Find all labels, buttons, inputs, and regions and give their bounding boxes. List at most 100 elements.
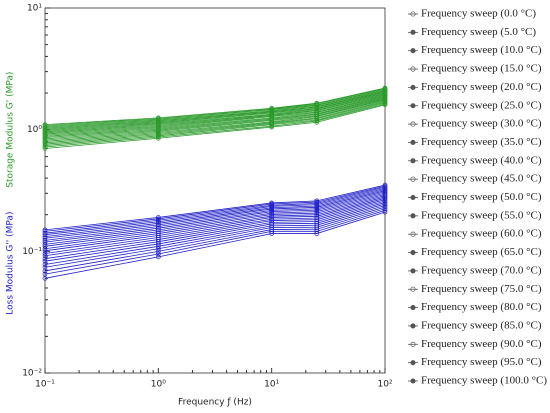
loss-line <box>44 184 386 231</box>
legend-symbol <box>410 121 416 127</box>
legend-symbol <box>410 213 416 219</box>
data-point <box>155 251 161 257</box>
data-point <box>42 230 48 236</box>
loss-line <box>44 189 386 238</box>
loss-line <box>44 188 386 236</box>
data-point <box>42 232 48 238</box>
loss-line <box>44 195 386 247</box>
storage-line <box>44 87 386 126</box>
legend-symbol <box>410 250 416 256</box>
legend-symbol <box>410 29 416 35</box>
legend-label: Frequency sweep (85.0 °C) <box>421 319 542 331</box>
data-point <box>382 203 388 208</box>
legend-symbol <box>410 11 416 17</box>
x-tick-label: 10⁰ <box>151 380 166 390</box>
legend-label: Frequency sweep (30.0 °C) <box>421 118 542 130</box>
legend-label: Frequency sweep (45.0 °C) <box>421 173 542 185</box>
legend-label: Frequency sweep (100.0 °C) <box>421 375 547 387</box>
data-point <box>155 243 161 249</box>
x-tick-label: 10⁻¹ <box>35 380 55 390</box>
loss-line <box>44 185 386 232</box>
legend-label: Frequency sweep (70.0 °C) <box>421 264 542 276</box>
legend-label: Frequency sweep (0.0 °C) <box>421 8 536 20</box>
loss-line <box>44 191 386 241</box>
legend-label: Frequency sweep (40.0 °C) <box>421 154 542 166</box>
data-point <box>269 213 275 219</box>
data-point <box>382 200 388 205</box>
y-tick-label: 10⁰ <box>27 125 42 135</box>
y-tick-label: 10⁻² <box>22 369 42 379</box>
data-point <box>155 219 161 225</box>
legend-symbol <box>410 139 416 146</box>
data-point <box>155 217 161 223</box>
legend-symbol <box>410 360 416 366</box>
storage-line <box>44 90 386 130</box>
legend-symbol <box>410 231 416 237</box>
legend-label: Frequency sweep (50.0 °C) <box>421 191 542 203</box>
y-axis-label: Storage Modulus G' (MPa) <box>6 72 16 188</box>
x-tick-label: 10¹ <box>264 380 279 390</box>
data-point <box>314 207 320 213</box>
data-point <box>42 256 48 262</box>
data-point <box>269 209 275 214</box>
data-point <box>42 144 48 150</box>
legend-label: Frequency sweep (75.0 °C) <box>421 283 542 295</box>
legend-label: Frequency sweep (60.0 °C) <box>421 228 542 240</box>
storage-line <box>44 93 386 134</box>
loss-line <box>44 206 386 268</box>
legend-symbol <box>410 66 416 72</box>
legend-label: Frequency sweep (35.0 °C) <box>421 136 542 148</box>
data-point <box>382 209 388 215</box>
data-point <box>269 220 275 225</box>
legend-label: Frequency sweep (15.0 °C) <box>421 63 542 75</box>
data-point <box>314 206 320 212</box>
data-point <box>155 216 161 222</box>
data-point <box>269 124 275 130</box>
data-point <box>382 102 388 108</box>
data-point <box>314 118 320 124</box>
storage-line <box>44 92 386 133</box>
data-point <box>155 254 161 260</box>
legend-label: Frequency sweep (95.0 °C) <box>421 356 542 368</box>
y-axis-label: Loss Modulus G'' (MPa) <box>6 212 16 315</box>
data-point <box>382 198 388 204</box>
loss-line <box>44 202 386 260</box>
data-point <box>155 248 161 254</box>
x-axis-label: Frequency ƒ (Hz) <box>178 398 252 408</box>
data-point <box>269 216 275 222</box>
legend-label: Frequency sweep (10.0 °C) <box>421 44 542 56</box>
legend-symbol <box>410 268 416 274</box>
data-point <box>42 228 48 234</box>
loss-line <box>44 199 386 254</box>
legend-symbol <box>410 305 416 311</box>
storage-line <box>44 101 386 145</box>
legend-label: Frequency sweep (55.0 °C) <box>421 209 542 221</box>
data-point <box>42 268 48 274</box>
legend-label: Frequency sweep (20.0 °C) <box>421 81 542 93</box>
data-point <box>42 248 48 254</box>
data-point <box>42 146 48 151</box>
legend-symbol <box>410 158 416 164</box>
loss-line <box>44 211 386 279</box>
data-point <box>42 275 48 281</box>
y-tick-label: 10¹ <box>27 4 42 14</box>
loss-line <box>44 193 386 245</box>
loss-line <box>44 190 386 239</box>
legend-symbol <box>410 286 416 292</box>
data-point <box>42 143 48 148</box>
legend-symbol <box>410 103 416 109</box>
data-point <box>42 262 48 267</box>
storage-line <box>44 102 386 146</box>
data-point <box>155 220 161 226</box>
data-point <box>155 135 161 141</box>
data-point <box>42 253 48 259</box>
legend-symbol <box>410 84 416 90</box>
legend-symbol <box>410 48 416 54</box>
data-point <box>269 231 275 236</box>
data-point <box>314 119 320 125</box>
legend-label: Frequency sweep (65.0 °C) <box>421 246 542 258</box>
legend-label: Frequency sweep (5.0 °C) <box>421 26 536 38</box>
legend-symbol <box>410 378 416 384</box>
legend-symbol <box>410 323 416 329</box>
